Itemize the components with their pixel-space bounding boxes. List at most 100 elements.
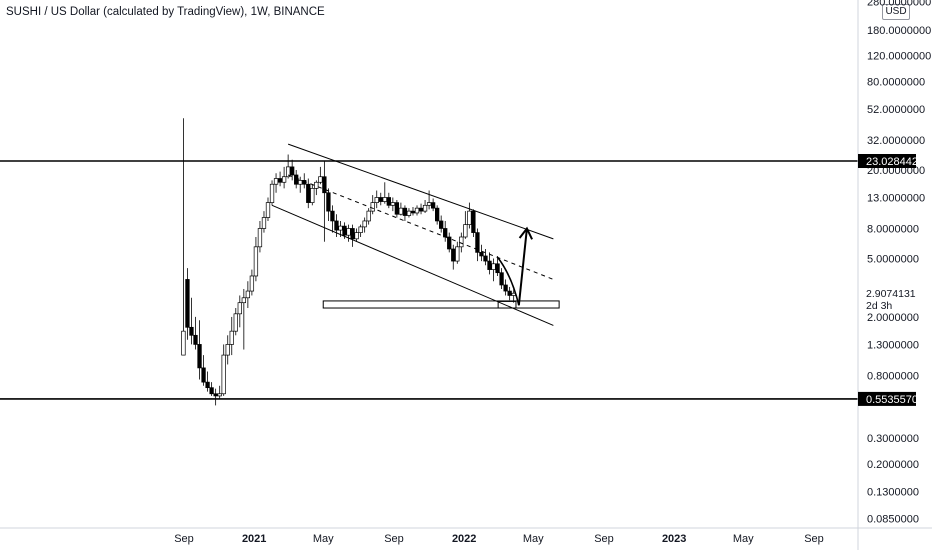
candle-down [394, 202, 400, 215]
candle-down [483, 255, 488, 262]
candle-down [410, 210, 416, 214]
currency-button[interactable]: USD [882, 4, 910, 20]
x-tick-label: Sep [804, 533, 824, 545]
level-price-tag [858, 154, 916, 169]
x-tick-label: Sep [174, 533, 194, 545]
channel-mid-dashed-line [287, 174, 554, 280]
level-price-label: 0.5535570 [866, 394, 918, 406]
support-zone-box [322, 300, 560, 309]
level-price-label: 23.0284421 [866, 156, 924, 168]
y-tick-label: 80.0000000 [867, 77, 925, 89]
y-tick-label: 8.0000000 [867, 223, 919, 235]
candle-down [350, 228, 355, 240]
candle-up [338, 225, 343, 231]
candle-down [495, 263, 500, 274]
candle-down [306, 183, 311, 203]
candle-down [503, 284, 508, 292]
candle-up [414, 207, 420, 214]
y-tick-label: 180.0000000 [867, 25, 931, 37]
candle-up [314, 181, 319, 189]
candle-up [261, 217, 267, 229]
candle-down [330, 210, 335, 222]
x-tick-label: 2022 [452, 533, 476, 545]
y-tick-label: 32.0000000 [867, 135, 925, 147]
candle-up [249, 275, 255, 292]
candle-up [237, 302, 242, 315]
candle-up [426, 202, 432, 206]
candle-down [378, 197, 383, 202]
last-price-label: 2.9074131 [866, 288, 916, 300]
candle-up [362, 220, 367, 228]
candles-layer [181, 118, 516, 406]
candle-up [221, 354, 226, 395]
y-tick-label: 2.0000000 [867, 312, 919, 324]
candle-down [479, 252, 484, 257]
candle-up [298, 180, 303, 185]
y-tick-label: 120.0000000 [867, 51, 931, 63]
chart-title: SUSHI / US Dollar (calculated by Trading… [6, 6, 325, 18]
y-tick-label: 52.0000000 [867, 104, 925, 116]
x-tick-label: May [313, 533, 334, 545]
candle-up [273, 178, 279, 185]
entry-zone-box [497, 300, 517, 309]
x-tick-label: May [733, 533, 754, 545]
candle-down [471, 210, 476, 233]
candle-down [451, 248, 456, 262]
candle-up [245, 290, 251, 299]
y-tick-label: 1.3000000 [867, 339, 919, 351]
candle-up [229, 330, 234, 345]
candle-down [342, 225, 347, 236]
y-tick-label: 280.0000000 [867, 0, 931, 9]
candle-down [386, 197, 391, 206]
candle-down [507, 290, 512, 296]
projection-up-arrow-shaft [517, 228, 528, 306]
candle-down [197, 344, 202, 369]
candle-up [467, 210, 472, 225]
candle-down [290, 166, 295, 176]
candle-down [499, 272, 504, 286]
y-tick-label: 13.0000000 [867, 192, 925, 204]
candle-up [422, 204, 428, 212]
candle-up [366, 210, 371, 222]
candle-up [354, 232, 359, 240]
channel-lower-line [271, 204, 554, 326]
candle-down [213, 393, 218, 397]
candle-up [217, 393, 222, 397]
candle-down [193, 334, 198, 345]
candle-up [257, 228, 263, 248]
projection-down-curve [496, 256, 520, 306]
candle-up [181, 330, 186, 356]
candle-up [459, 236, 464, 248]
x-tick-label: May [523, 533, 544, 545]
bar-countdown-label: 2d 3h [866, 300, 892, 312]
candle-up [241, 297, 246, 304]
y-tick-label: 0.0850000 [867, 513, 919, 525]
candle-up [463, 224, 468, 238]
candle-down [334, 220, 339, 231]
candle-up [253, 246, 259, 277]
candle-down [475, 232, 480, 253]
y-tick-label: 0.8000000 [867, 370, 919, 382]
candle-up [225, 344, 230, 356]
channel-upper-line [287, 143, 554, 240]
annotations-layer [0, 143, 858, 400]
candle-down [402, 207, 408, 216]
x-tick-label: 2023 [662, 533, 686, 545]
x-tick-label: Sep [384, 533, 404, 545]
candle-down [205, 381, 210, 389]
y-tick-label: 0.2000000 [867, 459, 919, 471]
candle-up [318, 176, 323, 183]
y-tick-label: 0.3000000 [867, 433, 919, 445]
candle-up [491, 263, 496, 270]
candle-up [398, 207, 404, 215]
candle-down [418, 207, 424, 212]
candle-up [406, 210, 412, 216]
candle-down [277, 178, 283, 183]
candle-up [374, 197, 379, 203]
candle-down [326, 192, 331, 212]
candle-up [455, 246, 460, 262]
candle-up [265, 202, 271, 218]
candle-up [281, 176, 287, 183]
